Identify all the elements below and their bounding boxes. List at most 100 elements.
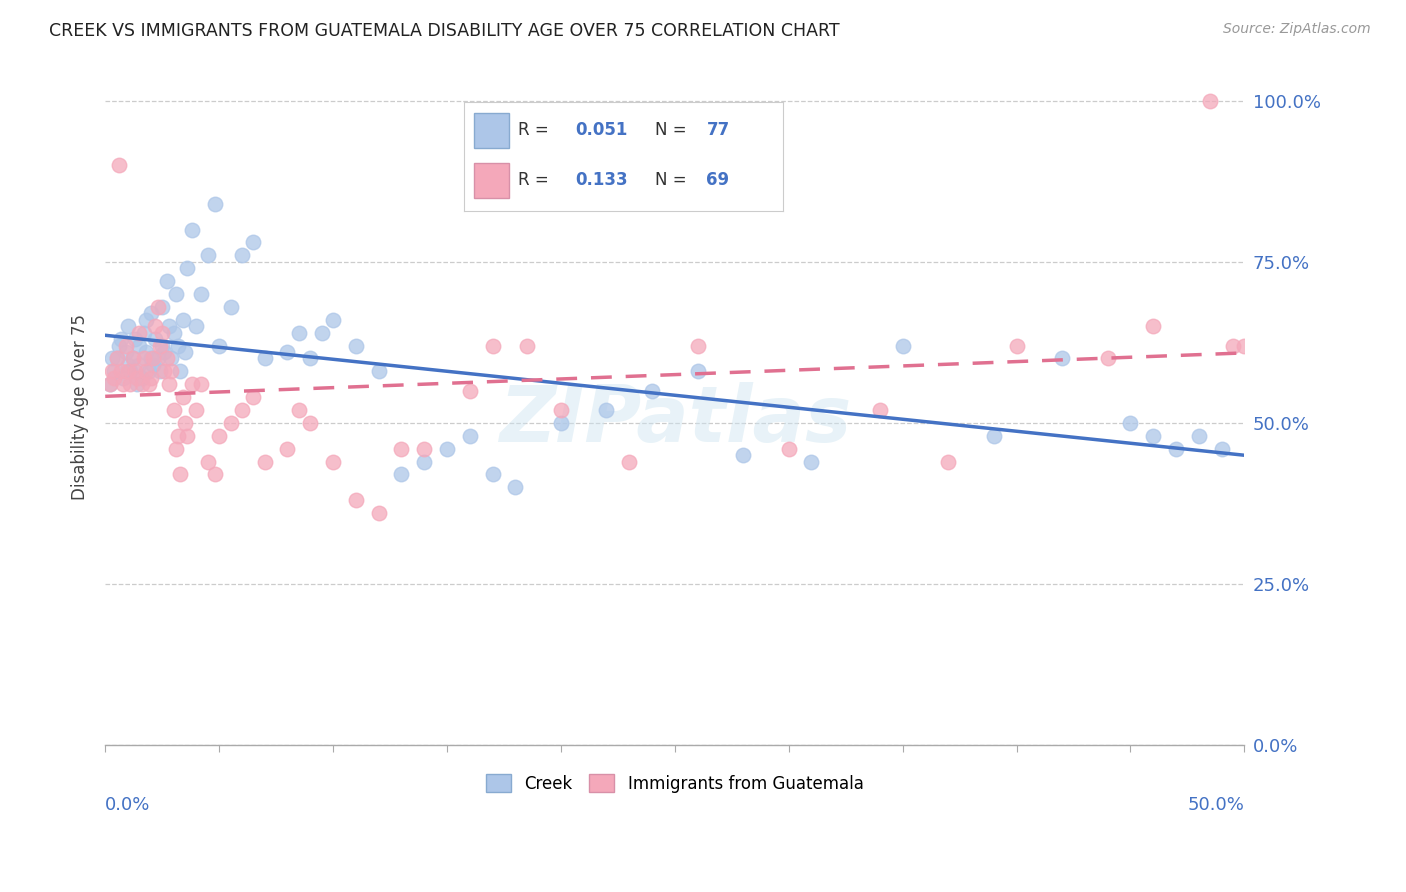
Point (186, 403, 208, 417)
Point (98, 377, 121, 392)
Point (149, 364, 172, 378)
Point (132, 351, 155, 366)
Point (322, 454, 344, 468)
Point (1050, 351, 1073, 366)
Y-axis label: Disability Age Over 75: Disability Age Over 75 (72, 314, 89, 500)
Point (139, 371, 162, 385)
Point (105, 351, 128, 366)
Point (936, 454, 959, 468)
Point (1142, 319, 1164, 334)
Point (124, 332, 146, 346)
Point (131, 377, 153, 392)
Point (413, 454, 436, 468)
Point (276, 442, 298, 456)
Text: CREEK VS IMMIGRANTS FROM GUATEMALA DISABILITY AGE OVER 75 CORRELATION CHART: CREEK VS IMMIGRANTS FROM GUATEMALA DISAB… (49, 22, 839, 40)
Point (413, 442, 436, 456)
Point (641, 384, 664, 398)
Point (344, 493, 367, 508)
Point (180, 377, 202, 392)
Point (139, 306, 162, 320)
Point (1244, 338, 1267, 352)
Point (167, 338, 190, 352)
Point (156, 351, 179, 366)
Point (114, 345, 136, 359)
Point (157, 319, 180, 334)
Point (135, 364, 157, 378)
Point (149, 338, 172, 352)
Point (128, 326, 150, 340)
Point (231, 248, 253, 262)
Point (436, 442, 458, 456)
Point (1222, 338, 1244, 352)
Point (208, 338, 231, 352)
Point (169, 364, 191, 378)
Point (299, 351, 322, 366)
Point (208, 429, 231, 443)
Point (778, 442, 800, 456)
Point (505, 480, 527, 494)
Point (190, 287, 212, 301)
Point (1097, 351, 1119, 366)
Point (105, 351, 128, 366)
Point (112, 371, 135, 385)
Point (169, 467, 191, 482)
Point (132, 326, 155, 340)
Point (288, 403, 311, 417)
Point (128, 338, 150, 352)
Point (117, 364, 139, 378)
Point (367, 506, 389, 520)
Point (481, 467, 503, 482)
Point (138, 377, 160, 392)
Point (146, 300, 169, 314)
Point (550, 403, 572, 417)
Point (108, 338, 131, 352)
Point (190, 377, 212, 392)
Point (153, 345, 176, 359)
Point (120, 364, 142, 378)
Point (150, 338, 173, 352)
Point (1005, 338, 1028, 352)
Point (1119, 416, 1142, 430)
Point (481, 338, 503, 352)
Point (1211, 442, 1233, 456)
Point (150, 300, 173, 314)
Point (367, 364, 389, 378)
Point (165, 442, 187, 456)
Point (458, 384, 481, 398)
Point (253, 351, 276, 366)
Point (167, 429, 190, 443)
Point (143, 319, 166, 334)
Point (1233, 338, 1256, 352)
Point (162, 326, 184, 340)
Point (142, 358, 165, 372)
Point (299, 416, 322, 430)
Point (276, 345, 298, 359)
Point (686, 364, 709, 378)
Text: 50.0%: 50.0% (1188, 796, 1244, 814)
Point (800, 454, 823, 468)
Point (733, 448, 755, 462)
Point (550, 416, 572, 430)
Text: ZIPatlas: ZIPatlas (499, 383, 851, 458)
Point (165, 287, 187, 301)
Legend: Creek, Immigrants from Guatemala: Creek, Immigrants from Guatemala (478, 766, 872, 801)
Point (891, 338, 914, 352)
Point (311, 326, 333, 340)
Point (143, 332, 166, 346)
Point (127, 377, 149, 392)
Point (231, 403, 253, 417)
Point (458, 429, 481, 443)
Point (101, 364, 124, 378)
Point (344, 338, 367, 352)
Point (686, 338, 709, 352)
Point (219, 416, 242, 430)
Point (242, 235, 264, 250)
Point (172, 390, 194, 404)
Point (128, 358, 150, 372)
Point (156, 274, 179, 288)
Point (138, 364, 160, 378)
Point (869, 403, 891, 417)
Point (1199, 94, 1222, 108)
Point (153, 364, 176, 378)
Point (242, 390, 264, 404)
